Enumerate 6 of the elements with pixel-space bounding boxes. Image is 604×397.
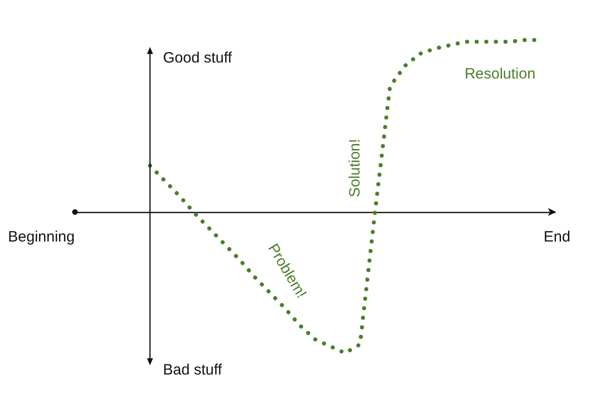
annotation: Solution! (346, 138, 364, 198)
annotation: Good stuff (163, 50, 233, 66)
text: Beginning (8, 228, 75, 246)
text: Bad stuff (163, 362, 223, 378)
annotation: Resolution (464, 66, 536, 82)
annotation: End (544, 228, 570, 246)
